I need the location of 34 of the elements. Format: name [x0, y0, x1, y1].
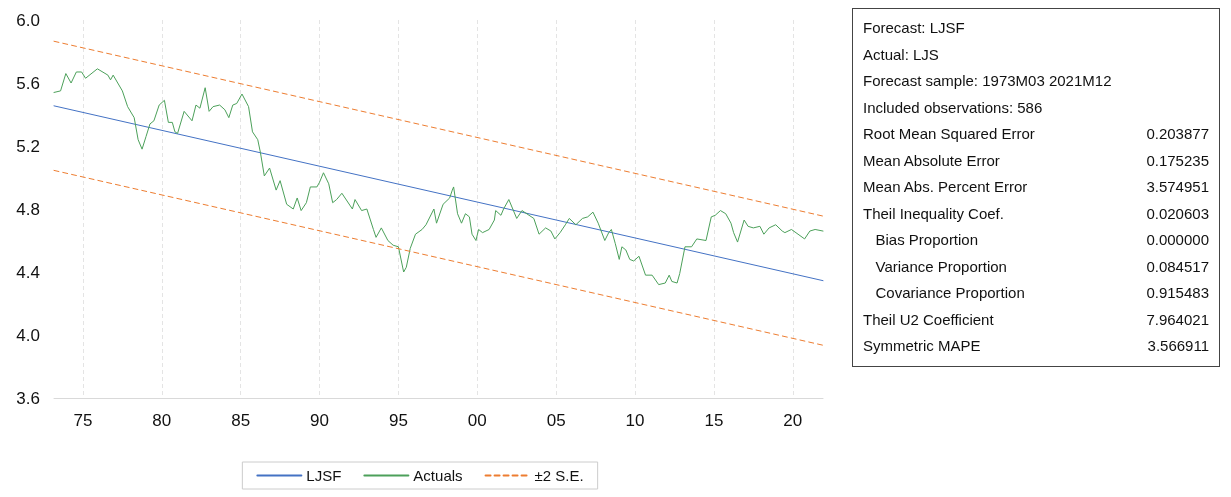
x-tick-label: 95 [388, 411, 408, 430]
legend-label: Actuals [413, 467, 463, 484]
y-tick-label: 5.2 [16, 136, 40, 156]
x-tick-label: 20 [783, 411, 803, 430]
text: Theil Inequality Coef. 0.020603 [863, 204, 1209, 222]
text: Bias Proportion 0.000000 [875, 231, 1209, 248]
legend-label: LJSF [306, 467, 342, 484]
x-tick-label: 90 [310, 411, 329, 430]
y-tick-label: 3.6 [16, 388, 40, 408]
text: Covariance Proportion 0.915483 [875, 284, 1209, 301]
y-tick-label: 4.8 [16, 199, 40, 219]
text: Mean Absolute Error 0.175235 [863, 151, 1209, 169]
y-tick-label: 6.0 [16, 10, 40, 30]
x-tick-label: 85 [231, 411, 251, 430]
text: Variance Proportion 0.084517 [875, 257, 1209, 275]
x-tick-label: 00 [467, 411, 487, 430]
y-tick-label: 5.6 [16, 73, 40, 93]
text: Forecast sample: 1973M03 2021M12 [863, 71, 1112, 91]
text: Theil U2 Coefficient 7.964021 [863, 310, 1209, 328]
text: Actual: LJS [863, 44, 939, 65]
text: Forecast: LJSF [863, 18, 965, 38]
text: Symmetric MAPE 3.566911 [863, 337, 1209, 354]
text: Root Mean Squared Error 0.203877 [863, 125, 1209, 142]
x-tick-label: 15 [704, 411, 724, 430]
x-tick-label: 80 [152, 411, 172, 430]
text: Mean Abs. Percent Error 3.574951 [863, 178, 1209, 195]
y-tick-label: 4.4 [16, 262, 40, 282]
x-tick-label: 75 [73, 411, 93, 430]
line-series [53, 68, 824, 286]
legend-label: ±2 S.E. [534, 467, 584, 484]
x-tick-label: 10 [625, 411, 645, 430]
y-tick-label: 4.0 [16, 325, 40, 345]
x-tick-label: 05 [546, 411, 566, 430]
text: Included observations: 586 [863, 97, 1043, 118]
